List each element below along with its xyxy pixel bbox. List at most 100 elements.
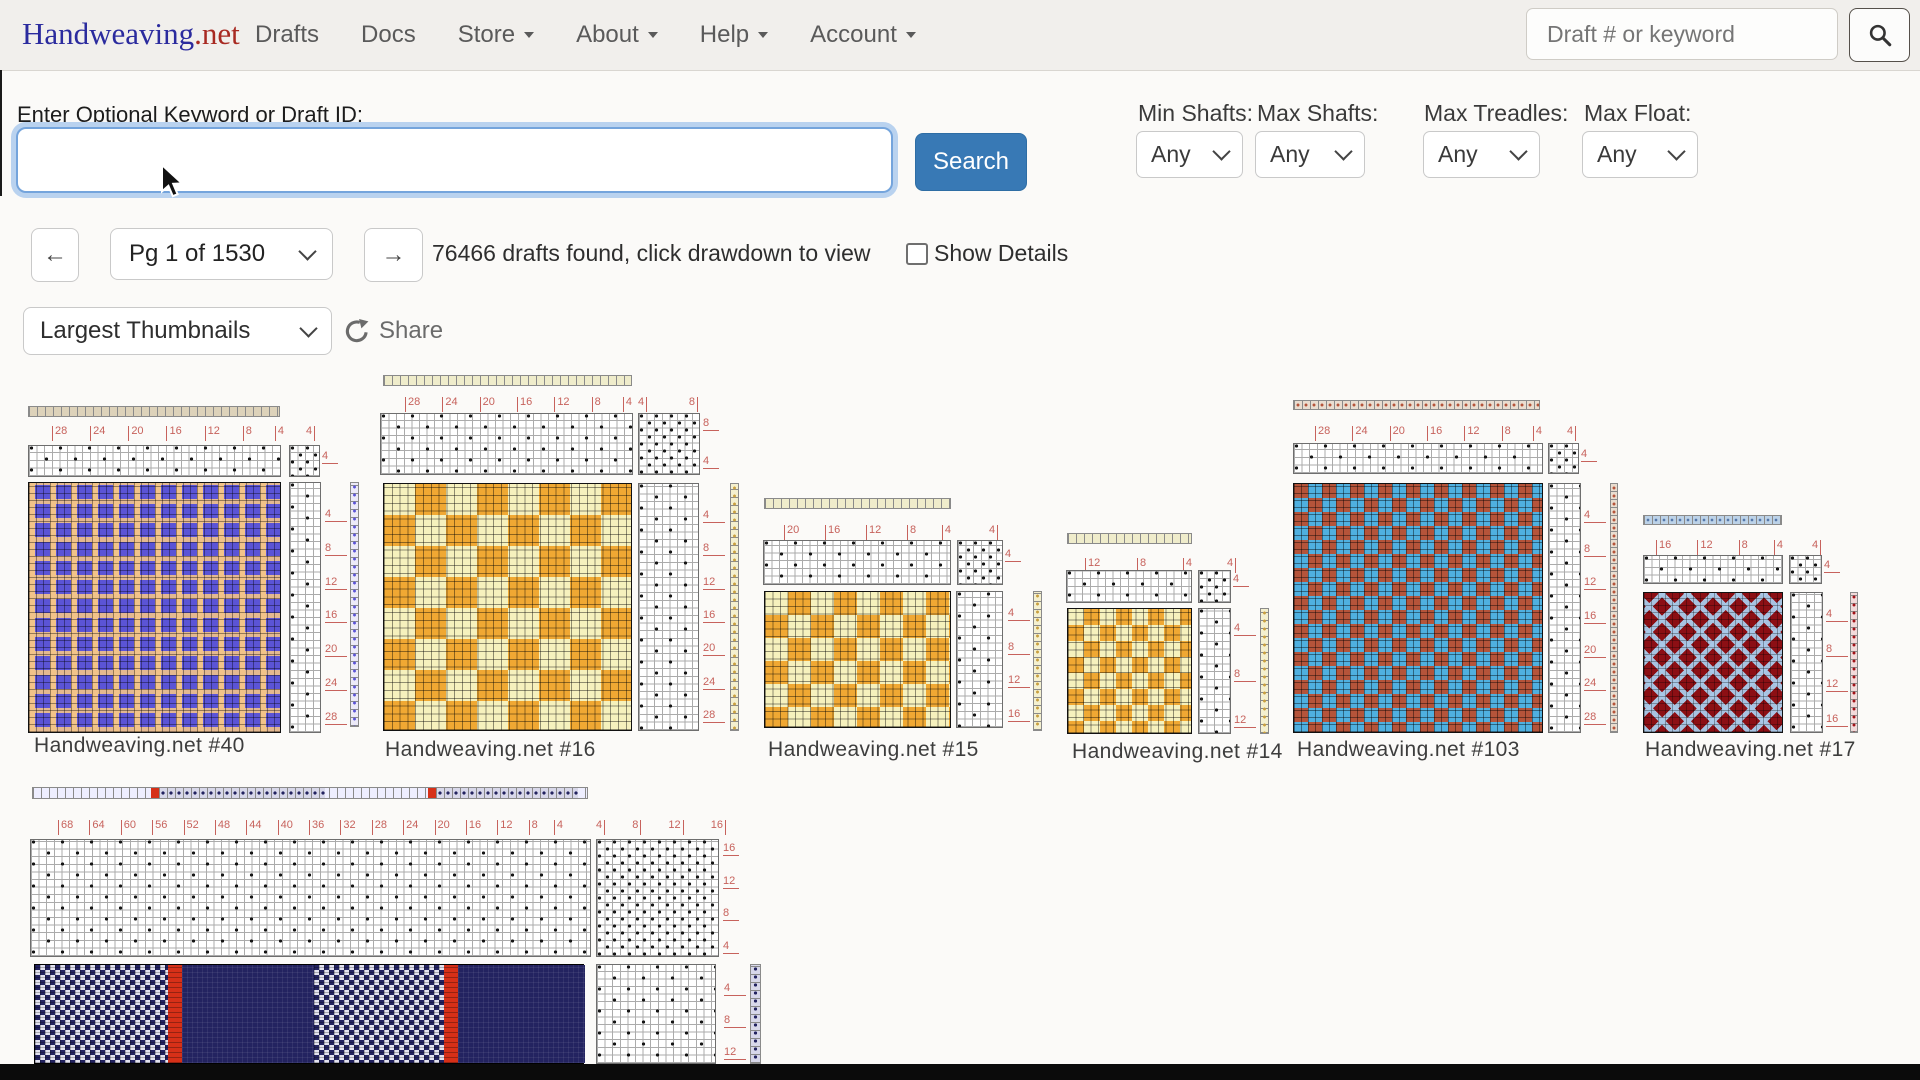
draft-caption[interactable]: Handweaving.net #14 xyxy=(1072,740,1283,763)
draft-caption[interactable]: Handweaving.net #17 xyxy=(1645,738,1856,761)
search-button[interactable]: Search xyxy=(915,133,1027,191)
drawdown[interactable] xyxy=(34,964,585,1064)
prev-page-button[interactable]: ← xyxy=(31,228,79,282)
nav-item-docs[interactable]: Docs xyxy=(361,21,416,48)
treadling-numbers: 4 8 12 xyxy=(724,964,746,1064)
draft-number: 12 xyxy=(723,875,739,889)
nav-search-field[interactable] xyxy=(1526,8,1838,60)
draft-number: 16 xyxy=(465,820,481,835)
draft-number: 16 xyxy=(1426,426,1442,441)
max-treadles-select[interactable]: Any xyxy=(1423,131,1540,178)
caret-down-icon xyxy=(647,32,658,43)
nav-item-help[interactable]: Help xyxy=(700,21,769,49)
draft-number: 44 xyxy=(246,820,262,835)
draft-number: 28 xyxy=(1315,426,1330,441)
draft-number: 68 xyxy=(58,820,73,835)
drawdown-plain-section xyxy=(182,965,314,1063)
draft-number: 4 xyxy=(703,455,719,469)
site-logo[interactable]: Handweaving.net xyxy=(22,16,240,52)
drawdown[interactable] xyxy=(764,591,951,728)
tieup-side-numbers: 4 xyxy=(1233,573,1249,587)
drawdown[interactable] xyxy=(1643,592,1783,733)
draft-number: 12 xyxy=(668,820,684,835)
nav-item-account[interactable]: Account xyxy=(810,21,916,49)
draft-number: 4 xyxy=(1532,426,1542,441)
draft-caption[interactable]: Handweaving.net #103 xyxy=(1297,738,1520,761)
nav-item-store[interactable]: Store xyxy=(458,21,535,49)
tieup-side-numbers: 4 xyxy=(1824,559,1840,573)
navbar: Handweaving.net Drafts Docs Store About … xyxy=(0,0,1920,71)
draft-number: 8 xyxy=(1234,668,1256,682)
draft-number: 4 xyxy=(1005,548,1021,562)
draft-number: 20 xyxy=(434,820,450,835)
draft-caption[interactable]: Handweaving.net #15 xyxy=(768,738,979,761)
weft-color-bar xyxy=(1033,591,1042,731)
keyword-input[interactable] xyxy=(18,129,891,191)
keyword-label: Enter Optional Keyword or Draft ID: xyxy=(17,102,364,127)
max-shafts-select[interactable]: Any xyxy=(1255,131,1365,178)
draft-number: 16 xyxy=(1008,708,1030,722)
draft-number: 4 xyxy=(1824,559,1840,573)
min-shafts-select[interactable]: Any xyxy=(1136,131,1243,178)
draft-number: 16 xyxy=(703,609,725,623)
drawdown[interactable] xyxy=(1293,483,1543,733)
draft-number: 16 xyxy=(325,609,347,624)
mouse-cursor xyxy=(161,165,185,198)
treadling-numbers: 4 8 12 16 20 24 28 xyxy=(703,483,725,731)
tieup-side-numbers: 4 xyxy=(322,450,338,464)
drawdown[interactable] xyxy=(28,482,281,733)
next-page-button[interactable]: → xyxy=(364,228,423,282)
draft-number: 20 xyxy=(325,643,347,658)
draft-thumbnail-15: 20 16 12 8 4 4 4 4 8 12 16 Handweaving.net #15 xyxy=(763,498,1044,761)
thumbnail-size-select[interactable]: Largest Thumbnails xyxy=(23,307,332,355)
threading-grid xyxy=(1293,443,1543,474)
nav-item-drafts[interactable]: Drafts xyxy=(255,21,320,48)
draft-number: 20 xyxy=(1584,644,1606,658)
draft-number: 20 xyxy=(703,642,725,657)
draft-number: 16 xyxy=(1584,610,1606,624)
draft-number: 16 xyxy=(166,426,182,441)
chevron-down-icon xyxy=(1509,142,1528,161)
draft-number: 12 xyxy=(554,397,570,412)
threading-grid xyxy=(30,839,591,957)
nav-item-about[interactable]: About xyxy=(576,21,658,49)
draft-number: 4 xyxy=(1008,607,1030,621)
draft-number: 8 xyxy=(325,542,347,556)
draft-caption[interactable]: Handweaving.net #16 xyxy=(385,738,596,761)
draft-number: 4 xyxy=(1567,426,1577,441)
draft-number: 24 xyxy=(1584,677,1606,692)
draft-number: 24 xyxy=(325,677,347,692)
warp-segment-navy xyxy=(436,788,578,798)
min-shafts-label: Min Shafts: xyxy=(1138,100,1254,126)
show-details-checkbox[interactable] xyxy=(906,243,928,265)
max-float-select[interactable]: Any xyxy=(1582,131,1698,178)
draft-number: 4 xyxy=(1182,558,1192,573)
drawdown-check-section xyxy=(35,965,168,1063)
screenshot-edge-artifact xyxy=(0,70,2,196)
treadling-numbers: 4 8 12 16 xyxy=(1826,592,1848,733)
max-shafts-label: Max Shafts: xyxy=(1257,100,1379,126)
draft-number: 12 xyxy=(724,1046,746,1060)
tieup-side-numbers: 4 xyxy=(1005,548,1021,562)
tieup-numbers: 4 xyxy=(306,426,324,441)
share-button[interactable]: Share xyxy=(345,317,443,345)
drawdown[interactable] xyxy=(1067,608,1192,734)
treadling-grid xyxy=(1548,483,1581,733)
logo-primary: Handweaving xyxy=(22,16,195,51)
draft-number: 12 xyxy=(1008,674,1030,689)
threading-grid xyxy=(28,445,281,477)
warp-segment-navy xyxy=(159,788,325,798)
draft-caption[interactable]: Handweaving.net #40 xyxy=(34,734,245,757)
nav-search-button[interactable] xyxy=(1849,8,1910,62)
draft-number: 32 xyxy=(340,820,356,835)
drawdown[interactable] xyxy=(383,483,632,731)
draft-number: 4 xyxy=(724,982,746,996)
weft-color-bar xyxy=(1260,608,1269,734)
show-details-label[interactable]: Show Details xyxy=(934,240,1069,266)
draft-number: 12 xyxy=(866,525,881,540)
nav-search-input[interactable] xyxy=(1545,19,1819,49)
draft-number: 4 xyxy=(325,508,347,522)
caret-down-icon xyxy=(905,32,916,43)
draft-number: 4 xyxy=(322,450,338,464)
page-select[interactable]: Pg 1 of 1530 xyxy=(110,228,333,280)
